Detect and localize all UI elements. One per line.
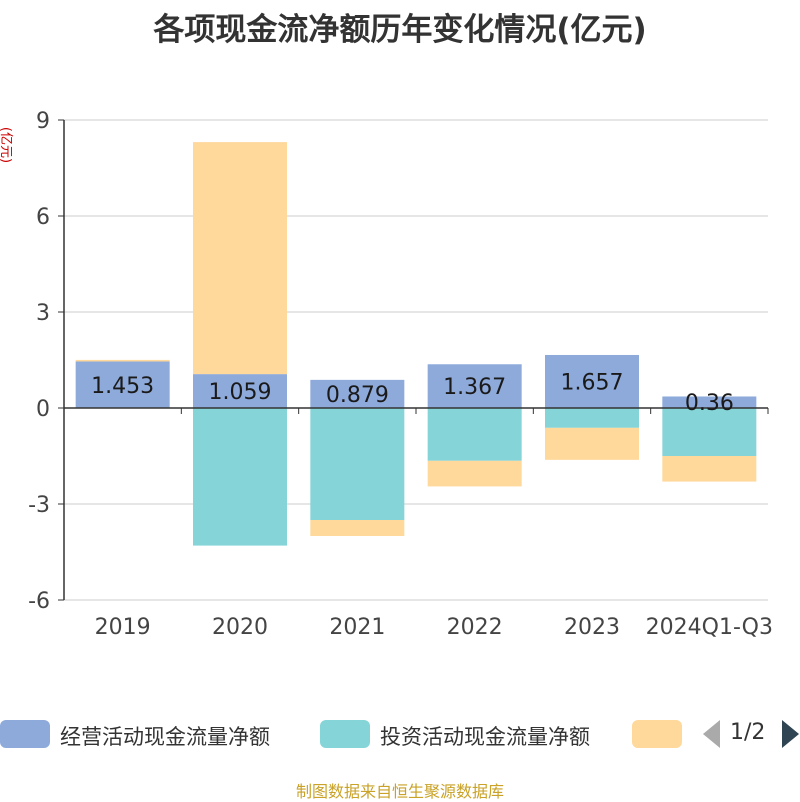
bar-2021-series-1	[310, 408, 405, 520]
legend-label-operating: 经营活动现金流量净额	[60, 725, 270, 749]
data-label: 1.367	[443, 375, 506, 400]
x-tick-label: 2021	[329, 615, 385, 640]
x-tick-label: 2023	[564, 615, 620, 640]
bar-2023-series-1	[545, 408, 639, 428]
y-tick-label: -3	[28, 493, 50, 518]
chart-title: 各项现金流净额历年变化情况(亿元)	[153, 12, 647, 48]
bar-2023-series-2	[545, 427, 639, 460]
legend-swatch-operating	[0, 720, 50, 748]
source-note: 制图数据来自恒生聚源数据库	[295, 782, 504, 801]
legend-next-page-button[interactable]	[782, 720, 799, 748]
y-tick-label: -6	[28, 589, 50, 614]
data-label: 0.879	[326, 383, 389, 408]
legend: 经营活动现金流量净额 投资活动现金流量净额 1/2	[0, 712, 800, 756]
x-tick-label: 2022	[447, 615, 503, 640]
bar-2024Q1-Q3-series-2	[662, 456, 757, 482]
data-label: 0.36	[685, 391, 734, 416]
legend-page-indicator: 1/2	[730, 720, 766, 745]
data-label: 1.657	[561, 370, 624, 395]
bar-2022-series-2	[427, 460, 522, 487]
legend-label-investing: 投资活动现金流量净额	[380, 725, 590, 749]
bar-2019-series-0	[75, 361, 170, 408]
bar-2024Q1-Q3-series-0	[662, 396, 757, 408]
bar-2020-series-2	[193, 142, 287, 375]
bar-2022-series-1	[427, 408, 522, 461]
bars	[75, 142, 757, 546]
data-label: 1.059	[209, 380, 272, 405]
axes: 9 6 3 0 -3 -6 2019 2020 2021 2022 2023 2024Q1-Q3	[28, 109, 773, 640]
bar-2020-series-1	[193, 408, 287, 546]
y-tick-label: 3	[36, 301, 50, 326]
legend-prev-page-button[interactable]	[703, 720, 720, 748]
y-axis-label: (亿元)	[0, 127, 13, 163]
bar-2020-series-0	[193, 374, 287, 408]
legend-swatch-financing	[632, 720, 682, 748]
data-label: 1.453	[91, 374, 154, 399]
y-tick-label: 6	[36, 205, 50, 230]
bar-2024Q1-Q3-series-1	[662, 408, 757, 456]
x-tick-label: 2020	[212, 615, 268, 640]
bar-2022-series-0	[427, 364, 522, 408]
x-tick-label: 2024Q1-Q3	[646, 615, 773, 640]
x-tick-label: 2019	[95, 615, 151, 640]
legend-swatch-investing	[320, 720, 370, 748]
chart-plot: 9 6 3 0 -3 -6 2019 2020 2021 2022 2023 2024Q1-Q3 1.…	[0, 109, 773, 640]
bar-2023-series-0	[545, 354, 639, 408]
data-labels: 1.453 1.059 0.879 1.367 1.657 0.36	[91, 370, 734, 416]
y-tick-label: 0	[36, 397, 50, 422]
y-tick-label: 9	[36, 109, 50, 134]
bar-2021-series-0	[310, 379, 405, 408]
bar-2019-series-2	[75, 359, 170, 362]
bar-2021-series-2	[310, 520, 405, 536]
